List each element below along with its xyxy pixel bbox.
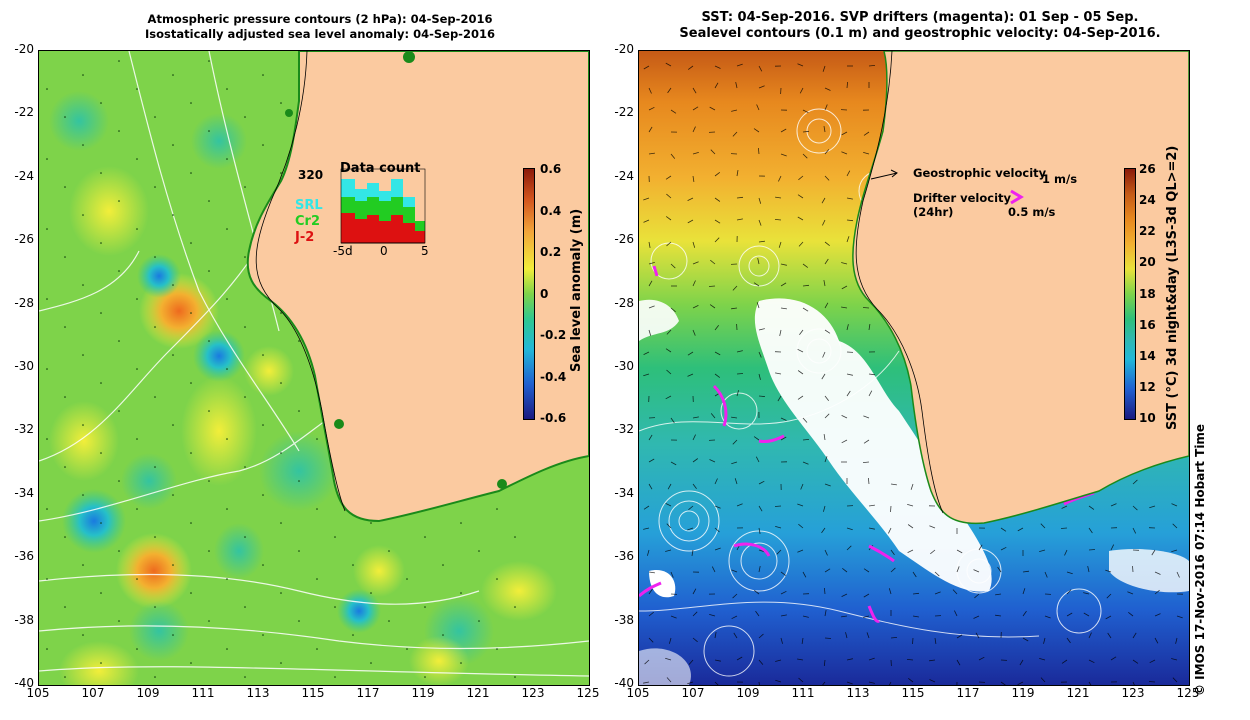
sat-label-j2: J-2 — [295, 230, 315, 245]
left-lon-tick-label: 107 — [81, 686, 105, 700]
cloud-mask — [639, 298, 1189, 685]
left-lat-tick-label: -30 — [14, 359, 34, 373]
left-lat-tick-label: -36 — [14, 549, 34, 564]
left-lat-tick-label: -40 — [14, 676, 34, 690]
coastal-dots — [285, 51, 507, 489]
left-lon-tick-label: 113 — [246, 686, 270, 700]
right-lat-tick-label: -38 — [614, 612, 634, 627]
left-lat-tick-label: -20 — [14, 42, 34, 56]
sla-tick: 0.4 — [540, 204, 562, 218]
data-count-title: Data count — [340, 161, 421, 176]
pressure-contours — [39, 51, 589, 677]
right-lat-tick-label: -34 — [614, 485, 634, 500]
sla-tick: -0.6 — [540, 411, 567, 425]
sst-tick: 26 — [1139, 162, 1156, 176]
data-count-xlabel-zero: 0 — [380, 244, 388, 258]
right-lat-tick-label: -36 — [614, 549, 634, 564]
left-lon-tick-label: 121 — [466, 686, 490, 700]
right-lat-tick-label: -20 — [614, 42, 634, 56]
right-lon-tick-label: 111 — [791, 686, 815, 700]
left-lon-tick-label: 123 — [521, 686, 545, 700]
left-lat-tick-label: -24 — [14, 168, 34, 183]
sst-tick: 20 — [1139, 255, 1156, 269]
right-lon-tick-label: 113 — [846, 686, 870, 700]
right-map-title: SST: 04-Sep-2016. SVP drifters (magenta)… — [640, 10, 1200, 42]
sst-tick: 22 — [1139, 224, 1156, 238]
sla-tick: 0 — [540, 287, 549, 301]
right-lat-tick-label: -28 — [614, 295, 634, 310]
sst-tick: 18 — [1139, 287, 1156, 301]
left-lon-tick-label: 119 — [411, 686, 435, 700]
right-title-line1: SST: 04-Sep-2016. SVP drifters (magenta)… — [701, 10, 1139, 25]
sat-label-srl: SRL — [295, 198, 323, 213]
drifter-velocity-sub: (24hr) — [913, 205, 954, 219]
sst-colorbar — [1124, 168, 1136, 420]
right-lon-tick-label: 125 — [1176, 686, 1200, 700]
sst-tick: 12 — [1139, 380, 1156, 394]
sla-colorbar-title: Sea level anomaly (m) — [569, 208, 584, 372]
right-lon-tick-label: 121 — [1066, 686, 1090, 700]
right-lat-tick-label: -40 — [614, 676, 634, 690]
drifter-velocity-scale: 0.5 m/s — [1008, 205, 1056, 219]
data-count-inset — [340, 168, 426, 244]
sla-colorbar — [523, 168, 535, 420]
geostrophic-velocity-label: Geostrophic velocity — [913, 166, 1047, 180]
sst-colorbar-title: SST (°C) 3d night&day (L3S-3d QL>=2) — [1165, 145, 1180, 430]
data-count-xlabel-start: -5d — [333, 244, 353, 258]
left-lat-tick-label: -38 — [14, 612, 34, 627]
sst-map — [638, 50, 1190, 686]
left-lat-tick-label: -34 — [14, 485, 34, 500]
right-lon-tick-label: 119 — [1011, 686, 1035, 700]
left-lat-tick-label: -22 — [14, 105, 34, 120]
geostrophic-velocity-scale: 1 m/s — [1042, 172, 1078, 186]
sat-label-cr2: Cr2 — [295, 214, 320, 229]
data-count-xlabel-end: 5 — [421, 244, 429, 258]
sst-tick: 10 — [1139, 411, 1156, 425]
land — [852, 51, 1189, 525]
sst-tick: 16 — [1139, 318, 1156, 332]
left-title-line2: Isostatically adjusted sea level anomaly… — [145, 27, 495, 41]
sst-tick: 14 — [1139, 349, 1156, 363]
left-map-title: Atmospheric pressure contours (2 hPa): 0… — [110, 12, 530, 42]
imos-credit: © IMOS 17-Nov-2016 07:14 Hobart Time — [1193, 423, 1207, 696]
left-lon-tick-label: 111 — [191, 686, 215, 700]
right-title-line2: Sealevel contours (0.1 m) and geostrophi… — [679, 26, 1161, 41]
left-lon-tick-label: 115 — [301, 686, 325, 700]
legend-vectors — [870, 169, 1024, 205]
right-lat-tick-label: -32 — [614, 422, 634, 437]
left-lat-tick-label: -32 — [14, 422, 34, 437]
left-title-line1: Atmospheric pressure contours (2 hPa): 0… — [147, 12, 493, 26]
right-lon-tick-label: 117 — [956, 686, 980, 700]
land — [246, 51, 589, 523]
data-count-max: 320 — [298, 168, 324, 182]
sla-tick: -0.2 — [540, 328, 567, 342]
drifter-velocity-label: Drifter velocity — [913, 191, 1012, 205]
right-lon-tick-label: 109 — [736, 686, 760, 700]
sla-tick: 0.2 — [540, 245, 562, 259]
left-lon-tick-label: 117 — [356, 686, 380, 700]
sla-tick: 0.6 — [540, 162, 562, 176]
sla-dot-pattern — [46, 60, 516, 678]
geostrophic-vectors — [643, 62, 1184, 685]
sst-tick: 24 — [1139, 193, 1156, 207]
right-lat-tick-label: -24 — [614, 168, 634, 183]
sea-level-anomaly-map — [38, 50, 590, 686]
right-lat-tick-label: -26 — [614, 232, 634, 247]
left-lon-tick-label: 105 — [26, 686, 50, 700]
right-lon-tick-label: 107 — [681, 686, 705, 700]
right-lat-tick-label: -30 — [614, 359, 634, 373]
right-lon-tick-label: 123 — [1121, 686, 1145, 700]
left-lon-tick-label: 125 — [576, 686, 600, 700]
right-lon-tick-label: 115 — [901, 686, 925, 700]
sla-tick: -0.4 — [540, 370, 567, 384]
right-lat-tick-label: -22 — [614, 105, 634, 120]
left-lon-tick-label: 109 — [136, 686, 160, 700]
right-lon-tick-label: 105 — [626, 686, 650, 700]
left-lat-tick-label: -26 — [14, 232, 34, 247]
left-lat-tick-label: -28 — [14, 295, 34, 310]
